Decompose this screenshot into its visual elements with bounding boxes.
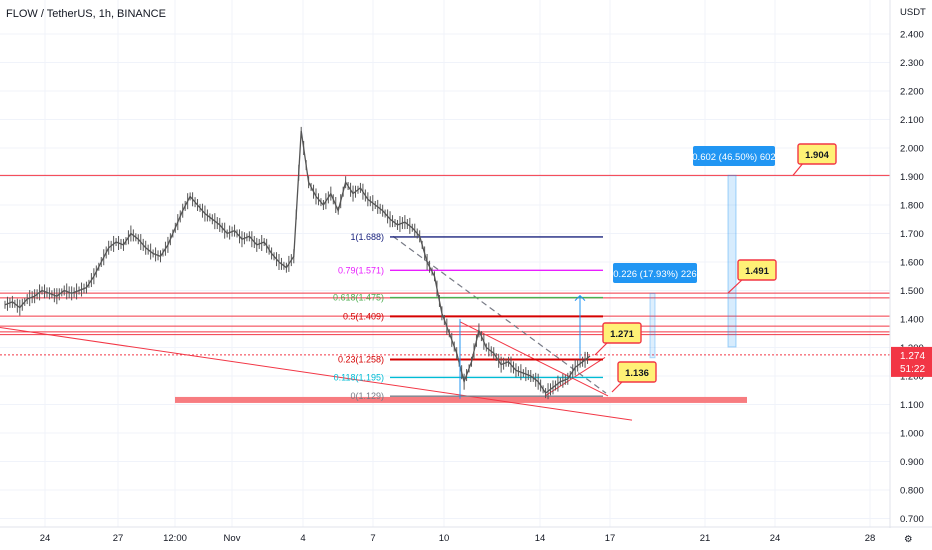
measure-label-box[interactable] [693,146,775,166]
y-tick-label: 1.000 [900,429,924,440]
trend-line-dashed[interactable] [392,235,607,394]
fib-level-label: 0.79(1.571) [338,265,384,275]
price-note[interactable] [737,259,777,281]
y-tick-label: 1.200 [900,372,924,383]
measure-tools[interactable]: 0.602 (46.50%) 602 0.226 (17.93%) 226 [459,146,776,399]
y-tick-label: 1.400 [900,315,924,326]
last-price: 1.274 [900,351,925,362]
measure-label: 0.602 (46.50%) 602 [692,152,775,163]
y-tick-label: 1.600 [900,258,924,269]
measure-label: 0.226 (17.93%) 226 [613,269,696,280]
trend-line-main[interactable] [0,327,633,421]
y-tick-label: 0.800 [900,486,924,497]
x-tick-label: 4 [300,533,305,544]
y-tick-label: 2.000 [900,144,924,155]
y-tick-label: 1.700 [900,229,924,240]
fib-level-label: 0.5(1.409) [343,311,384,321]
x-tick-label: 12:00 [163,533,187,544]
measure-range-1[interactable] [727,174,737,348]
fib-level-label: 0.23(1.258) [338,354,384,364]
y-tick-label: 2.200 [900,87,924,98]
price-axis[interactable]: USDT 2.400 2.300 2.200 2.100 2.000 1.900 1.800 1… [889,0,932,550]
trendlines[interactable] [0,235,633,421]
y-tick-label: 2.400 [900,30,924,41]
price-note[interactable] [617,361,657,383]
symbol-title: FLOW / TetherUS, 1h, BINANCE [6,8,166,20]
y-tick-label: 2.100 [900,115,924,126]
support-zone[interactable] [175,396,747,403]
x-tick-label: 10 [439,533,450,544]
y-tick-label: 1.900 [900,172,924,183]
y-tick-label: 1.800 [900,201,924,212]
fib-level-label: 0.618(1.475) [333,293,384,303]
fib-level-label: 1(1.688) [350,232,384,242]
axis-corner [891,528,932,550]
horizontal-lines[interactable] [0,174,890,403]
gear-icon[interactable]: ⚙ [904,534,913,545]
price-note[interactable] [602,322,642,344]
time-axis-bg [0,528,932,550]
measure-label-box[interactable] [613,263,697,283]
measure-range-2[interactable] [649,292,656,359]
price-note-label: 1.491 [745,266,769,277]
fib-level-label: 0(1.129) [350,391,384,401]
x-tick-label: 28 [865,533,876,544]
measure-arrow-head [574,294,586,301]
y-tick-label: 0.900 [900,457,924,468]
y-tick-label: 0.700 [900,514,924,525]
price-note-label: 1.904 [805,150,829,161]
y-tick-label: 1.100 [900,400,924,411]
x-tick-label: Nov [224,533,241,544]
currency-label: USDT [900,7,926,18]
candles [4,126,591,400]
fib-level-label: 0.118(1.195) [334,372,384,382]
price-path [4,130,591,395]
y-tick-label: 1.500 [900,286,924,297]
y-tick-label: 2.300 [900,58,924,69]
candle-countdown: 51:22 [900,364,925,375]
price-note-label: 1.271 [610,329,634,340]
price-note-label: 1.136 [625,368,649,379]
grid [0,0,890,527]
time-axis[interactable]: 24 27 12:00 Nov 4 7 10 14 17 21 24 28 ⚙ [0,526,932,550]
last-price-tag[interactable] [891,346,932,377]
x-tick-label: 24 [40,533,51,544]
x-tick-label: 7 [370,533,375,544]
x-tick-label: 27 [113,533,124,544]
price-notes[interactable]: 1.904 1.491 1.271 1.136 [594,143,837,393]
x-tick-label: 17 [605,533,616,544]
x-tick-label: 14 [535,533,546,544]
price-note[interactable] [797,143,837,165]
x-tick-label: 21 [700,533,711,544]
x-tick-label: 24 [770,533,781,544]
